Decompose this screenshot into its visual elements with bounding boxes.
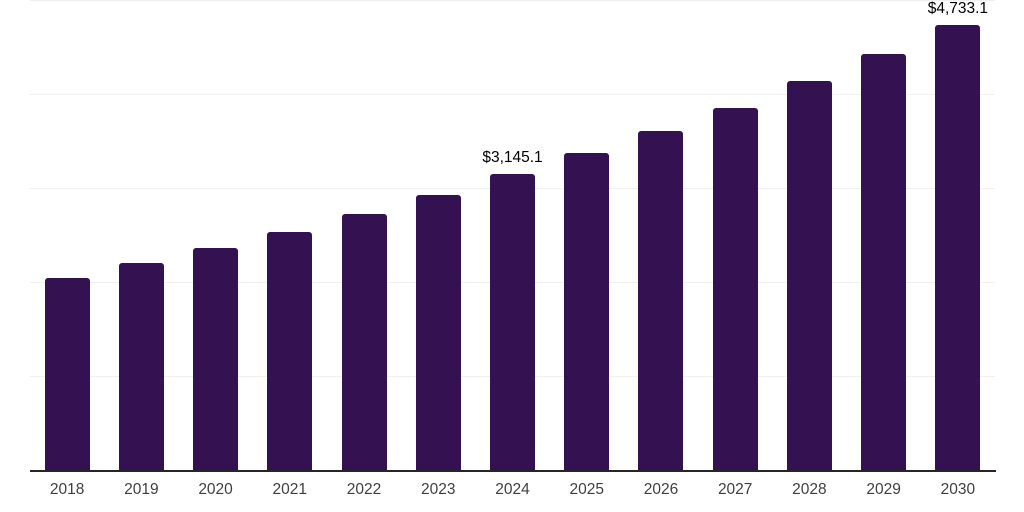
x-axis-line (30, 470, 996, 472)
x-tick-label-2026: 2026 (643, 481, 679, 498)
x-tick-label-2027: 2027 (717, 481, 753, 498)
x-tick-label-2023: 2023 (421, 481, 456, 498)
gridline (30, 94, 995, 95)
x-tick-label-2030: 2030 (940, 481, 976, 498)
bar-2025[interactable] (564, 153, 610, 470)
gridline (30, 0, 995, 1)
x-tick-label-2024: 2024 (495, 481, 530, 498)
x-tick-label-2022: 2022 (346, 481, 382, 498)
bar-2018[interactable] (44, 278, 90, 470)
bar-2022[interactable] (341, 213, 387, 470)
x-tick-label-2018: 2018 (49, 481, 85, 498)
bar-value-label-2030: $4,733.1 (927, 0, 989, 17)
bar-2024[interactable] (490, 174, 535, 470)
bar-2028[interactable] (786, 80, 832, 470)
bar-2020[interactable] (193, 248, 239, 470)
x-tick-label-2021: 2021 (272, 481, 308, 498)
bar-2026[interactable] (638, 131, 684, 470)
plot-area: $3,145.1 $4,733.1 (30, 0, 995, 470)
x-tick-label-2019: 2019 (124, 481, 159, 498)
x-tick-label-2020: 2020 (198, 481, 233, 498)
x-tick-label-2025: 2025 (569, 481, 604, 498)
bar-2021[interactable] (267, 232, 313, 470)
x-tick-label-2028: 2028 (792, 481, 827, 498)
bar-value-label-2024: $3,145.1 (482, 148, 543, 166)
x-tick-label-2029: 2029 (866, 481, 901, 498)
bar-2019[interactable] (118, 263, 164, 470)
bar-2030[interactable] (935, 25, 981, 470)
bar-2023[interactable] (415, 195, 461, 470)
bar-2029[interactable] (861, 54, 907, 470)
bar-2027[interactable] (712, 108, 758, 470)
